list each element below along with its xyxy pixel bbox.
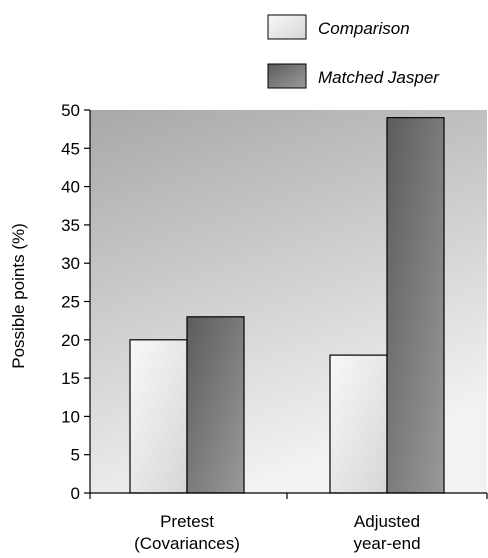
y-tick-label-25: 25 bbox=[61, 293, 80, 312]
legend-swatch-matched-jasper bbox=[267, 63, 307, 89]
y-tick-label-20: 20 bbox=[61, 331, 80, 350]
x-category-label-1: Pretest (Covariances) bbox=[134, 512, 240, 553]
legend-swatch-comparison bbox=[267, 14, 307, 40]
legend-label-comparison: Comparison bbox=[318, 19, 410, 38]
y-tick-label-35: 35 bbox=[61, 216, 80, 235]
y-tick-label-5: 5 bbox=[71, 446, 80, 465]
y-tick-label-45: 45 bbox=[61, 139, 80, 158]
y-tick-label-0: 0 bbox=[71, 484, 80, 503]
y-axis-title: Possible points (%) bbox=[9, 223, 28, 369]
x-category-label-2: Adjusted year-end bbox=[353, 512, 420, 553]
y-tick-label-50: 50 bbox=[61, 101, 80, 120]
y-tick-label-15: 15 bbox=[61, 369, 80, 388]
bar-comparison-2 bbox=[329, 354, 388, 494]
bar-comparison-1 bbox=[129, 339, 188, 494]
y-tick-label-40: 40 bbox=[61, 178, 80, 197]
y-tick-label-10: 10 bbox=[61, 407, 80, 426]
bar-matched-jasper-2 bbox=[386, 117, 445, 494]
bar-matched-jasper-1 bbox=[186, 316, 245, 494]
legend-label-matched-jasper: Matched Jasper bbox=[318, 68, 440, 87]
y-tick-label-30: 30 bbox=[61, 254, 80, 273]
legend: Comparison Matched Jasper bbox=[267, 14, 440, 89]
